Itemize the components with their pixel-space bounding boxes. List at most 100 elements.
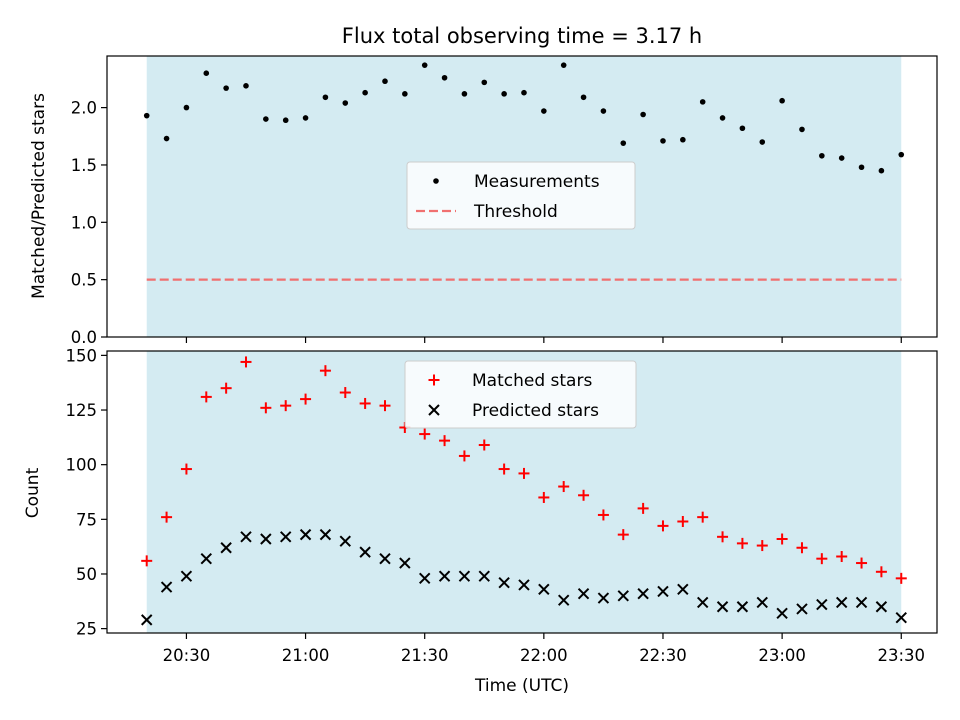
- predicted-star-point: [141, 614, 153, 626]
- measurement-point: [779, 97, 785, 104]
- matched-star-point: [518, 467, 530, 479]
- bottom-x-tick-label: 23:30: [877, 646, 925, 665]
- matched-star-point: [736, 537, 748, 549]
- matched-star-point: [558, 481, 570, 493]
- measurement-point: [660, 138, 666, 144]
- measurement-point: [362, 89, 368, 96]
- measurement-point: [223, 85, 229, 91]
- predicted-star-point: [359, 546, 371, 558]
- legend-label: Predicted stars: [472, 401, 599, 421]
- matched-star-point: [776, 533, 788, 545]
- predicted-star-point: [240, 531, 252, 543]
- bottom-y-tick-label: 100: [66, 456, 98, 475]
- predicted-star-point: [220, 542, 232, 554]
- predicted-star-point: [319, 528, 332, 541]
- predicted-star-point: [557, 594, 570, 606]
- matched-star-point: [180, 463, 192, 475]
- legend-label: Threshold: [473, 202, 558, 222]
- top-y-tick-label: 0.0: [71, 328, 97, 347]
- matched-star-point: [816, 553, 828, 565]
- bottom-x-tick-label: 22:00: [520, 646, 568, 665]
- measurement-point: [600, 108, 607, 114]
- predicted-star-point: [498, 577, 510, 589]
- measurement-point: [402, 91, 408, 97]
- measurement-point: [560, 62, 567, 68]
- bottom-series: [141, 528, 907, 626]
- legend-measurements-marker: [433, 178, 439, 184]
- top-y-tick-label: 2.0: [71, 99, 97, 118]
- measurement-point: [243, 83, 249, 89]
- bottom-y-tick-label: 25: [76, 620, 97, 639]
- x-axis-label: Time (UTC): [474, 676, 569, 696]
- measurement-point: [521, 89, 527, 96]
- predicted-star-point: [379, 552, 391, 565]
- measurement-point: [203, 70, 210, 77]
- top-series: [143, 62, 905, 174]
- top-y-axis-label: Matched/Predicted stars: [29, 93, 49, 299]
- measurement-point: [481, 79, 488, 86]
- measurement-point: [858, 164, 865, 171]
- measurement-point: [183, 104, 190, 111]
- measurement-point: [898, 151, 905, 158]
- measurement-point: [541, 108, 547, 114]
- top-panel: 0.0 0.5 1.0 1.5 2.0 Measurements Threshold: [71, 55, 938, 347]
- measurement-point: [322, 94, 329, 101]
- matched-star-point: [796, 542, 808, 554]
- measurement-point: [739, 125, 746, 132]
- bottom-axes-frame: [106, 350, 938, 634]
- matched-star-point: [161, 511, 173, 523]
- predicted-star-point: [617, 590, 629, 602]
- bottom-y-tick-label: 125: [66, 401, 98, 420]
- measurement-point: [143, 112, 150, 119]
- matched-star-point: [637, 502, 649, 514]
- top-y-tick-label: 1.0: [71, 213, 97, 232]
- matched-star-point: [300, 393, 312, 405]
- predicted-star-point: [577, 587, 590, 600]
- matched-star-point: [319, 365, 331, 377]
- measurement-point: [282, 117, 289, 124]
- measurement-point: [263, 116, 269, 122]
- matched-star-point: [220, 382, 232, 394]
- predicted-star-point: [756, 596, 768, 609]
- predicted-star-point: [339, 535, 351, 547]
- measurement-point: [799, 126, 805, 133]
- predicted-star-point: [280, 531, 292, 543]
- matched-star-point: [717, 531, 729, 543]
- predicted-star-point: [736, 601, 749, 613]
- legend-label: Measurements: [474, 172, 600, 192]
- matched-star-point: [498, 463, 510, 475]
- matched-star-point: [597, 509, 609, 521]
- predicted-star-point: [538, 583, 550, 595]
- measurement-point: [620, 140, 627, 146]
- predicted-star-point: [816, 598, 828, 611]
- predicted-star-point: [458, 570, 471, 582]
- bottom-y-tick-label: 150: [66, 346, 98, 365]
- predicted-star-point: [835, 596, 848, 609]
- bottom-series: [141, 356, 907, 584]
- predicted-star-point: [895, 611, 907, 624]
- measurement-point: [382, 78, 388, 85]
- predicted-star-point: [597, 592, 610, 604]
- matched-star-point: [697, 511, 709, 523]
- predicted-star-point: [160, 581, 173, 593]
- matched-star-point: [836, 550, 848, 562]
- top-legend-box: [406, 161, 636, 230]
- matched-star-point: [439, 435, 451, 447]
- measurement-point: [719, 115, 726, 121]
- top-legend: Measurements Threshold: [406, 161, 636, 230]
- matched-star-point: [419, 428, 431, 440]
- measurement-point: [699, 99, 706, 105]
- measurement-point: [501, 91, 507, 97]
- measurement-point: [878, 167, 885, 174]
- predicted-star-point: [657, 585, 669, 598]
- matched-star-point: [756, 540, 768, 552]
- predicted-star-point: [875, 601, 888, 613]
- matched-star-point: [240, 356, 252, 368]
- predicted-star-point: [696, 596, 709, 609]
- measurement-point: [421, 62, 428, 68]
- predicted-star-point: [180, 570, 193, 582]
- predicted-star-point: [260, 533, 272, 545]
- measurement-point: [441, 74, 448, 81]
- predicted-star-point: [637, 587, 649, 600]
